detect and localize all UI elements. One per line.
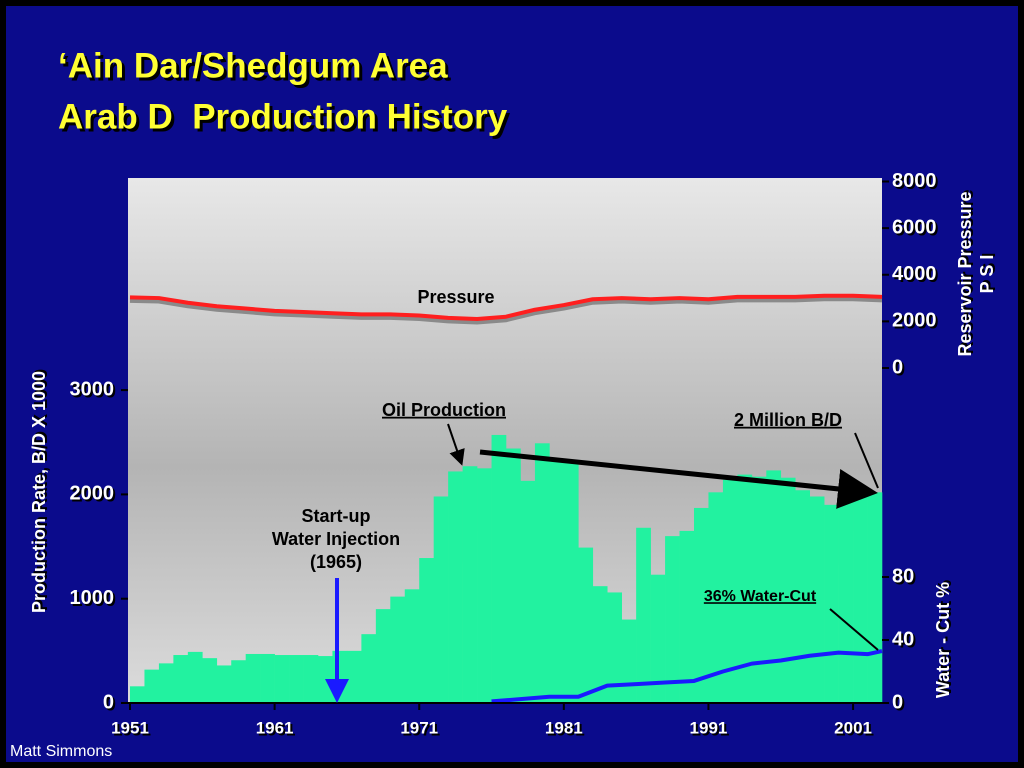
bar xyxy=(708,492,724,703)
series-label: 36% Water-Cut xyxy=(704,588,817,605)
title: ‘Ain Dar/Shedgum Area xyxy=(58,46,448,85)
bar xyxy=(665,536,680,703)
bar xyxy=(650,574,666,703)
bar xyxy=(621,619,637,703)
bar xyxy=(578,547,594,703)
x-tick-label: 1991 xyxy=(690,718,728,737)
bar xyxy=(867,492,883,703)
plot: 1951 1961 1971 1981 1991 2001 0 1000 2000 3000 0 20… xyxy=(70,170,937,738)
bar xyxy=(274,655,290,703)
y-axis-label: Production Rate, B/D X 1000 xyxy=(29,371,49,613)
y-tick-label: 2000 xyxy=(70,483,115,505)
pointer xyxy=(829,608,879,651)
bar xyxy=(636,527,651,703)
bar xyxy=(853,490,868,703)
bar xyxy=(534,443,550,703)
y-tick-label: 3000 xyxy=(70,378,115,400)
line-shadow xyxy=(129,296,883,325)
bar xyxy=(332,650,348,703)
bar xyxy=(289,655,304,703)
bar xyxy=(477,468,492,703)
y3-tick-label: 40 xyxy=(892,628,914,650)
bar xyxy=(722,479,738,703)
x-tick-label: 1951 xyxy=(111,718,149,737)
bar xyxy=(838,497,854,703)
y2-tick-label: 2000 xyxy=(892,310,937,332)
bar xyxy=(780,477,796,703)
bar xyxy=(158,663,174,703)
bar xyxy=(231,660,246,703)
line xyxy=(129,293,883,322)
bar xyxy=(462,466,478,703)
pointer xyxy=(447,423,465,466)
y2-axis-label: Reservoir Pressure xyxy=(955,191,975,356)
bar xyxy=(202,658,218,703)
bar xyxy=(506,448,521,703)
bar xyxy=(520,480,536,703)
bar xyxy=(375,609,391,703)
bar xyxy=(491,434,507,703)
y-tick-label: 1000 xyxy=(70,587,115,609)
y2-tick-label: 8000 xyxy=(892,170,937,192)
x-tick-label: 1961 xyxy=(256,718,294,737)
bar xyxy=(809,496,825,703)
line xyxy=(491,649,883,704)
bar xyxy=(260,653,275,703)
subtitle: Arab D Production History xyxy=(58,97,508,136)
x-tick-label: 1981 xyxy=(545,718,583,737)
bar xyxy=(216,665,232,703)
bar xyxy=(563,459,579,703)
bar xyxy=(737,474,753,703)
bar xyxy=(173,655,189,703)
bar xyxy=(404,589,420,703)
y3-tick-label: 80 xyxy=(892,565,914,587)
bar xyxy=(144,669,160,703)
bar xyxy=(361,634,377,703)
annotation: 2 Million B/D xyxy=(734,410,842,430)
x-tick-label: 2001 xyxy=(834,718,872,737)
series-label: Pressure xyxy=(417,287,494,307)
annotation: Water Injection xyxy=(272,529,400,549)
bar xyxy=(824,504,839,703)
bar xyxy=(694,507,709,703)
x-tick-label: 1971 xyxy=(400,718,438,737)
y2-axis-label: P S I xyxy=(977,255,997,294)
bar xyxy=(130,686,145,703)
footer: Matt Simmons xyxy=(10,743,112,760)
bar xyxy=(433,496,449,703)
annotation: (1965) xyxy=(310,552,362,572)
bar xyxy=(592,586,608,703)
bar xyxy=(187,651,203,703)
series-label: Oil Production xyxy=(382,400,506,420)
y-tick-label: 0 xyxy=(103,691,114,713)
bar xyxy=(549,459,565,703)
bar xyxy=(318,656,333,703)
bar xyxy=(390,596,406,703)
annotation: Start-up xyxy=(302,506,371,526)
bar xyxy=(607,592,622,703)
bar xyxy=(448,471,463,703)
bar xyxy=(795,490,810,703)
y3-tick-label: 0 xyxy=(892,691,903,713)
bar xyxy=(751,476,767,703)
bar xyxy=(245,653,261,703)
bar xyxy=(766,470,782,703)
trend-arrow xyxy=(479,449,878,509)
bar xyxy=(303,655,319,703)
y3-axis-label: Water - Cut % xyxy=(933,582,953,698)
bar xyxy=(346,650,362,703)
y2-tick-label: 0 xyxy=(892,356,903,378)
bar xyxy=(419,558,434,703)
y2-tick-label: 6000 xyxy=(892,216,937,238)
bar xyxy=(679,530,695,703)
y2-tick-label: 4000 xyxy=(892,263,937,285)
